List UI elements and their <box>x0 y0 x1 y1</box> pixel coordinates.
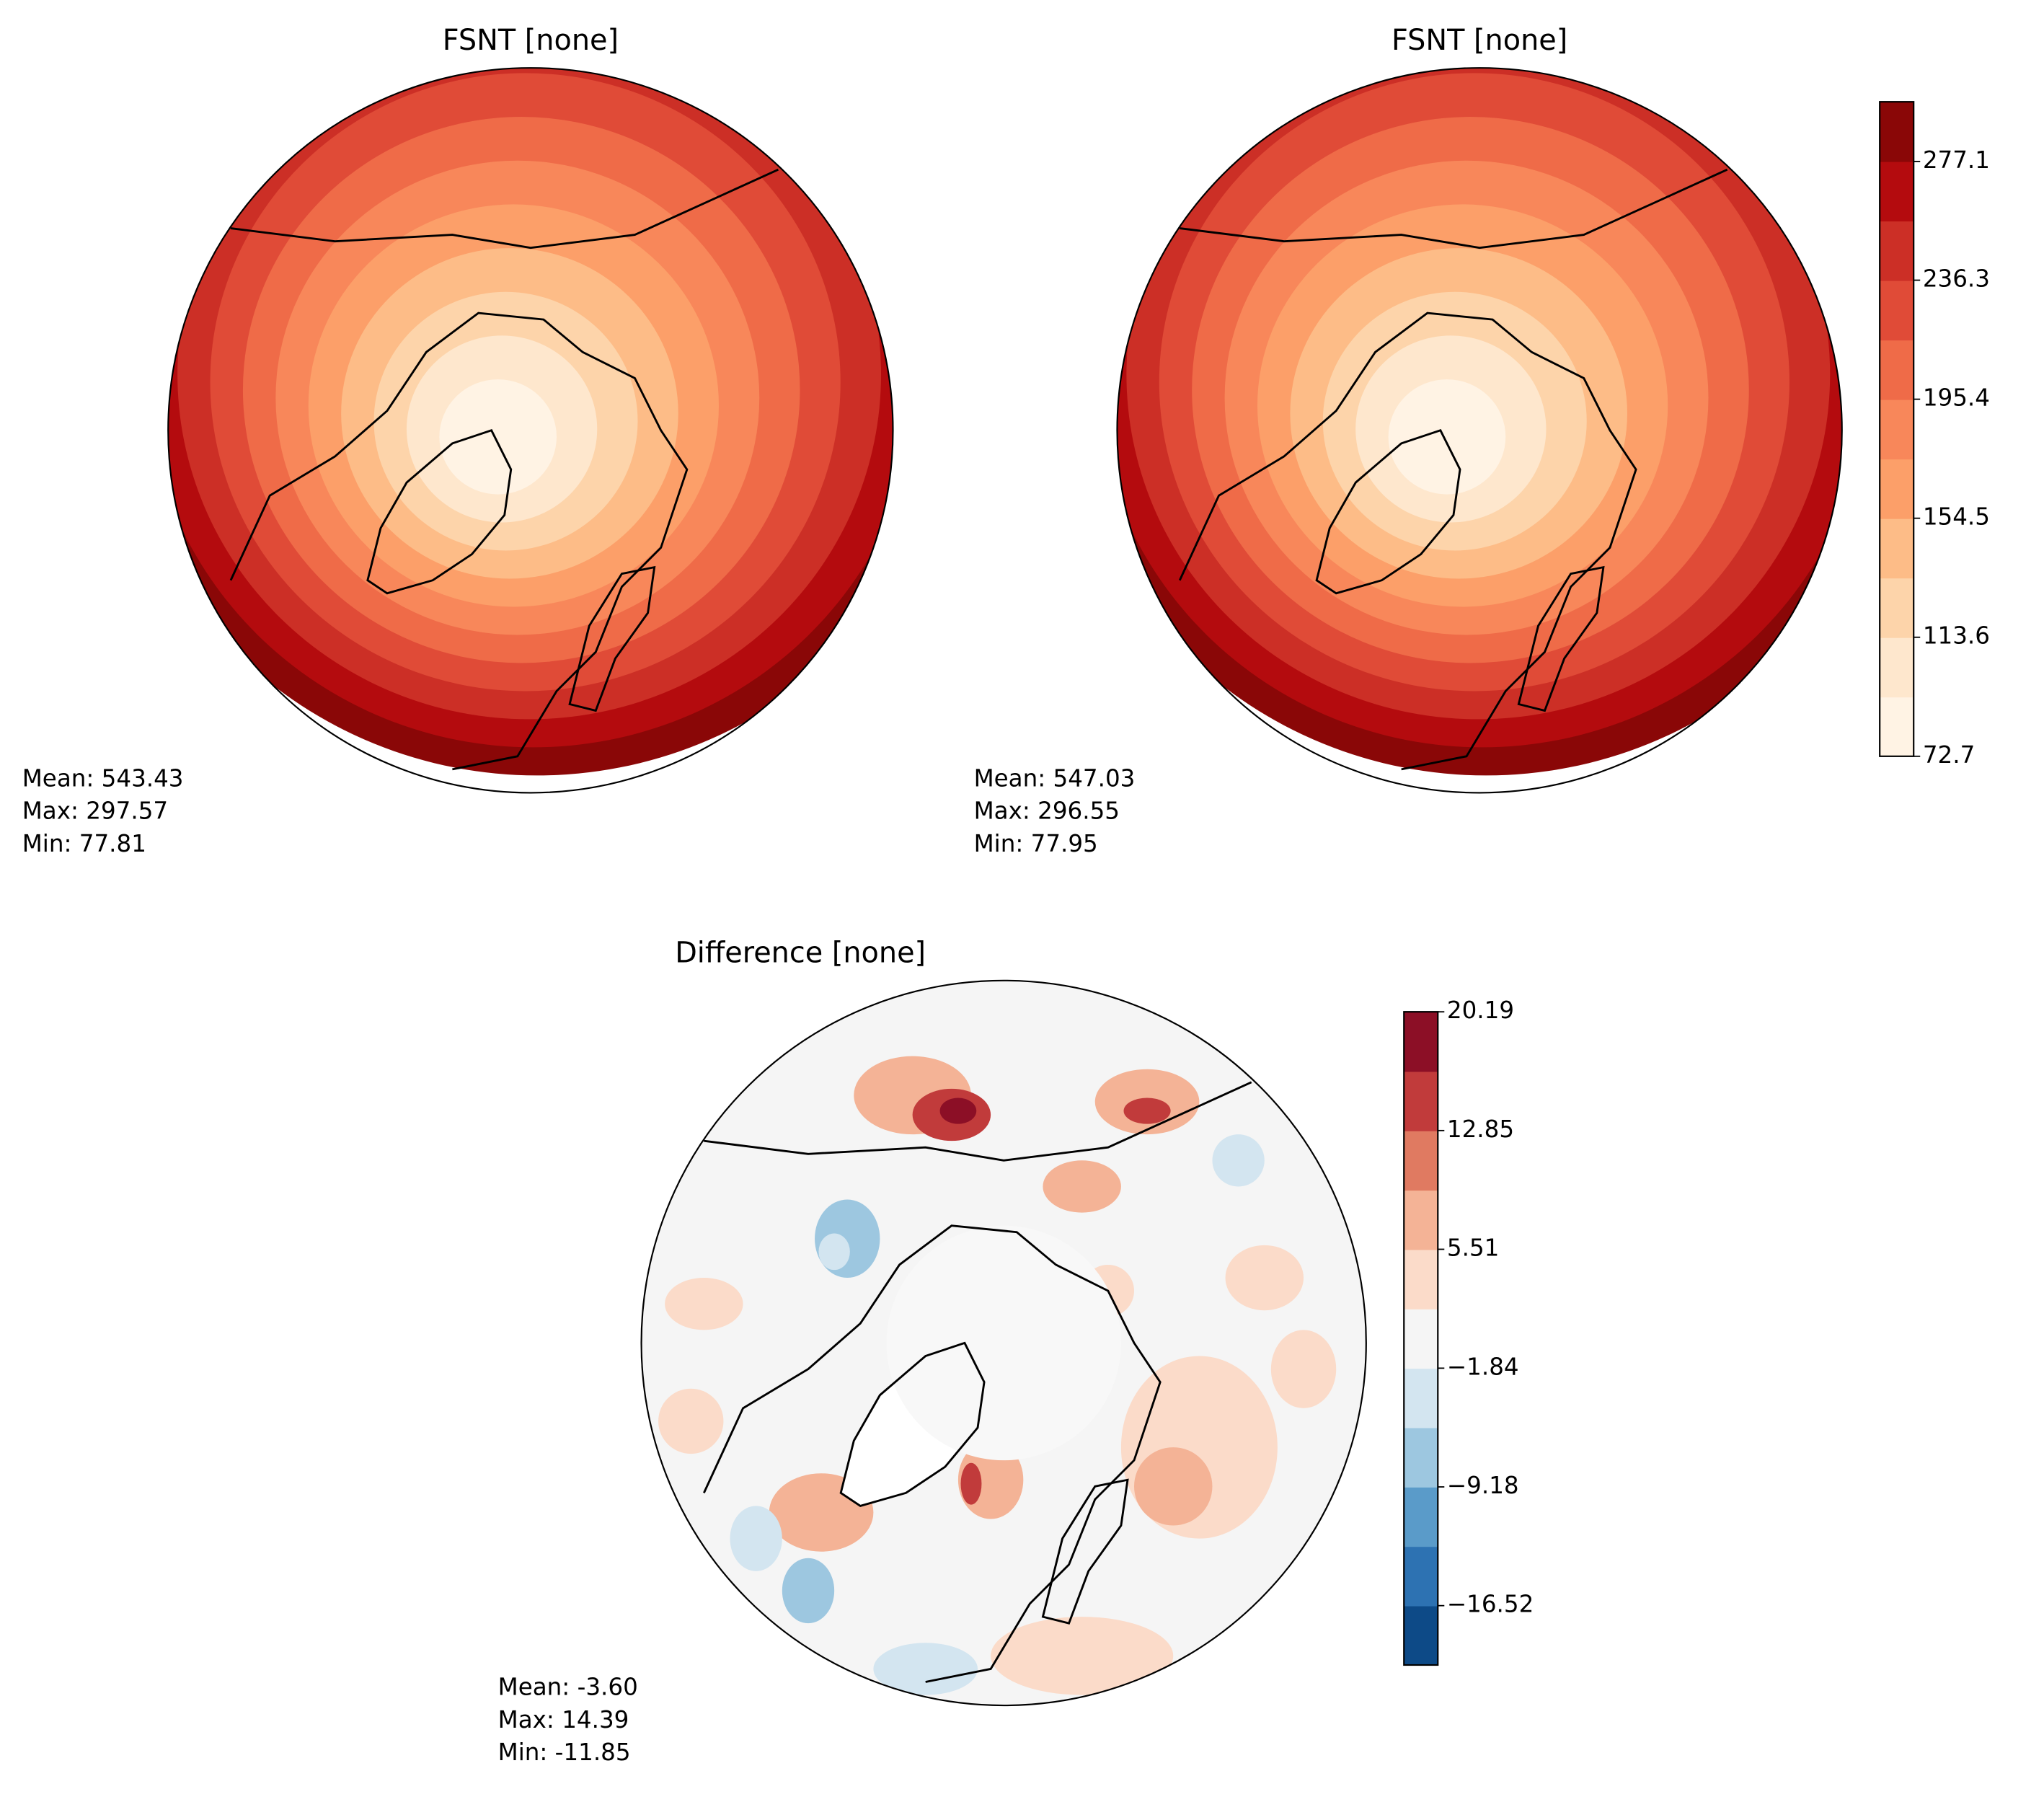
stat-label: Mean: 547.03 <box>974 764 1136 792</box>
field-band <box>439 379 557 495</box>
coastline <box>704 1081 1252 1162</box>
stat-label: Max: 296.55 <box>974 798 1120 825</box>
colorbar-band <box>1880 578 1914 638</box>
colorbar-tick-label: 113.6 <box>1923 622 1990 650</box>
colorbar-band <box>1880 221 1914 281</box>
field-blob <box>939 1097 977 1124</box>
colorbar-tick-label: 12.85 <box>1447 1116 1514 1143</box>
colorbar-band <box>1404 1190 1438 1250</box>
colorbar-band <box>1404 1605 1438 1666</box>
coastline <box>1178 312 1637 771</box>
colorbar-tick-label: 195.4 <box>1923 384 1990 412</box>
land <box>886 1225 1121 1461</box>
map-border <box>640 979 1367 1707</box>
colorbar-band <box>1880 340 1914 400</box>
stat-label: Min: -11.85 <box>498 1739 631 1766</box>
colorbar-band <box>1404 1486 1438 1547</box>
colorbar-tick-label: −1.84 <box>1447 1353 1519 1380</box>
field-blob <box>1225 1245 1304 1311</box>
colorbar-frame <box>1403 1011 1439 1666</box>
colorbar-tick-label: 5.51 <box>1447 1234 1499 1261</box>
field-blob <box>873 1643 978 1695</box>
map-border <box>167 67 894 794</box>
stat-label: Mean: 543.43 <box>22 764 184 792</box>
stat-label: Max: 297.57 <box>22 798 168 825</box>
colorbar-tick-label: 154.5 <box>1923 503 1990 531</box>
colorbar-band <box>1404 1249 1438 1309</box>
stat-label: Min: 77.95 <box>974 830 1098 857</box>
field-blob <box>665 1278 743 1330</box>
panel-title: FSNT [none] <box>1392 24 1567 57</box>
field-blob <box>730 1506 782 1571</box>
stat-label: Mean: -3.60 <box>498 1674 638 1701</box>
colorbar-band <box>1404 1546 1438 1607</box>
field-blob <box>1133 1447 1213 1526</box>
coastline <box>839 1341 986 1508</box>
stat-label: Max: 14.39 <box>498 1706 629 1733</box>
stat-label: Min: 77.81 <box>22 830 146 857</box>
field-blob <box>818 1233 850 1271</box>
colorbar-band <box>1880 518 1914 579</box>
panel-title: Difference [none] <box>675 936 926 969</box>
colorbar-band <box>1880 697 1914 757</box>
colorbar-band <box>1880 102 1914 162</box>
colorbar-band <box>1404 1368 1438 1428</box>
coastline <box>366 429 513 595</box>
field-blob <box>960 1462 982 1505</box>
colorbar-band <box>1404 1427 1438 1488</box>
colorbar-band <box>1880 637 1914 698</box>
coastline <box>1315 429 1461 595</box>
colorbar-band <box>1880 459 1914 519</box>
coastline <box>1041 1478 1129 1625</box>
colorbar-tick-label: 277.1 <box>1923 146 1990 174</box>
map <box>641 980 1366 1706</box>
field-blob <box>1212 1134 1265 1187</box>
colorbar-band <box>1404 1308 1438 1369</box>
colorbar-band <box>1404 1130 1438 1191</box>
colorbar-tick-label: 236.3 <box>1923 265 1990 293</box>
field-blob <box>1123 1097 1171 1124</box>
map-border <box>1116 67 1843 794</box>
colorbar-tick-label: 20.19 <box>1447 997 1514 1024</box>
field-band <box>1388 379 1506 495</box>
colorbar-band <box>1404 1071 1438 1131</box>
colorbar-tick-label: −9.18 <box>1447 1472 1519 1499</box>
coastline <box>230 168 779 249</box>
panel-title: FSNT [none] <box>443 24 619 57</box>
field-blob <box>991 1617 1174 1695</box>
map <box>168 68 893 776</box>
colorbar-band <box>1880 399 1914 460</box>
field-blob <box>1270 1330 1337 1408</box>
colorbar-band <box>1880 161 1914 222</box>
map <box>1117 68 1842 776</box>
colorbar-tick-label: 72.7 <box>1923 741 1975 769</box>
colorbar-frame <box>1879 101 1915 757</box>
colorbar-band <box>1880 280 1914 341</box>
coastline <box>1180 168 1728 249</box>
coastline <box>703 1224 1162 1683</box>
coastline <box>1517 565 1605 712</box>
coastline <box>229 312 689 771</box>
field-blob <box>1043 1160 1121 1213</box>
field-blob <box>782 1558 835 1624</box>
colorbar-band <box>1404 1012 1438 1072</box>
colorbar-tick-label: −16.52 <box>1447 1591 1534 1618</box>
coastline <box>568 565 656 712</box>
field-blob <box>658 1388 724 1454</box>
